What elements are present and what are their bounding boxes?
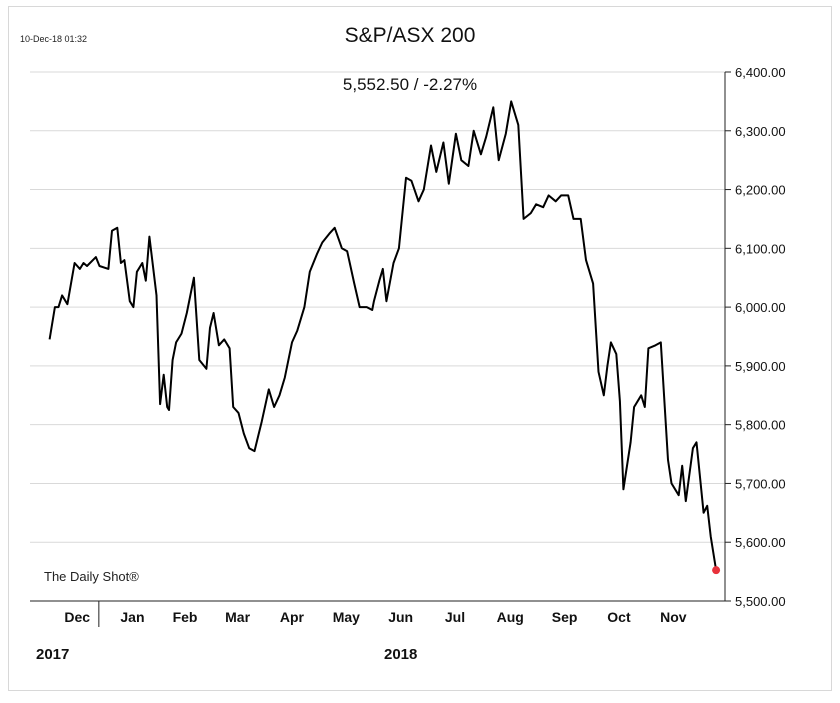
y-tick-label: 5,700.00 [735, 476, 786, 491]
y-tick-label: 5,600.00 [735, 535, 786, 550]
x-tick-label: Aug [497, 609, 524, 625]
y-tick-label: 5,500.00 [735, 594, 786, 609]
year-label-2018: 2018 [384, 646, 418, 663]
x-tick-label: Apr [280, 609, 305, 625]
y-tick-label: 6,100.00 [735, 241, 786, 256]
timestamp: 10-Dec-18 01:32 [20, 34, 88, 44]
x-tick-label: Dec [64, 609, 90, 625]
x-tick-label: Jul [445, 609, 465, 625]
x-tick-label: Jan [120, 609, 144, 625]
y-tick-label: 5,900.00 [735, 359, 786, 374]
y-tick-label: 6,000.00 [735, 300, 786, 315]
y-tick-label: 6,300.00 [735, 124, 786, 139]
year-label-2017: 2017 [36, 646, 70, 663]
last-point-marker [712, 566, 721, 575]
y-tick-label: 6,400.00 [735, 65, 786, 80]
y-tick-label: 5,800.00 [735, 418, 786, 433]
chart-subtitle: 5,552.50 / -2.27% [342, 75, 478, 94]
chart-title: S&P/ASX 200 [344, 24, 476, 47]
chart-frame [8, 6, 832, 691]
x-tick-label: Jun [388, 609, 413, 625]
x-tick-label: Sep [552, 609, 578, 625]
series-line [48, 100, 718, 571]
x-tick-label: Oct [607, 609, 631, 625]
x-tick-label: May [333, 609, 360, 625]
x-tick-label: Mar [225, 609, 250, 625]
x-tick-label: Nov [660, 609, 687, 625]
x-tick-label: Feb [173, 609, 198, 625]
y-tick-label: 6,200.00 [735, 183, 786, 198]
source-label: The Daily Shot® [44, 569, 139, 584]
